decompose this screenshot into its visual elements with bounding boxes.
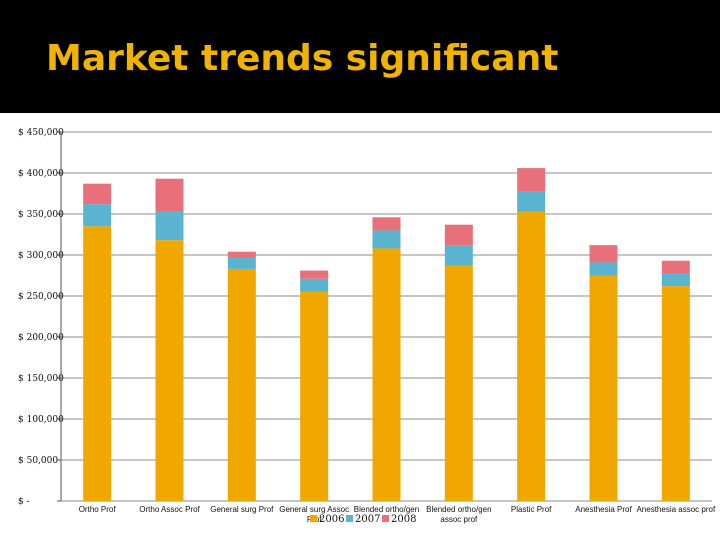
bar-segment-2006 — [227, 268, 256, 501]
bar-segment-2008 — [589, 245, 618, 263]
y-tick-label: $ - — [18, 497, 30, 507]
y-tick-label: $ 200,000 — [18, 333, 64, 343]
x-category-label: General surg Prof — [210, 505, 274, 514]
bar-segment-2007 — [155, 211, 184, 241]
bar-segment-2007 — [444, 245, 473, 266]
bar-segment-2007 — [227, 257, 256, 269]
bar-segment-2006 — [589, 275, 618, 501]
x-category-label: General surg Assoc — [279, 505, 349, 514]
bars — [83, 168, 690, 502]
bar-segment-2008 — [227, 251, 256, 258]
x-category-label: Ortho Assoc Prof — [139, 505, 200, 514]
bar-segment-2008 — [300, 270, 329, 279]
x-category-label: Blended ortho/gen — [354, 505, 419, 514]
bar-segment-2006 — [372, 248, 401, 501]
legend-label: 2006 — [319, 514, 344, 525]
y-tick-label: $ 50,000 — [18, 456, 58, 466]
bar-segment-2008 — [372, 217, 401, 231]
bar-segment-2006 — [155, 240, 184, 501]
legend: 2006 2007 2008 — [310, 514, 416, 525]
x-axis-labels: Ortho Prof Ortho Assoc Prof General surg P… — [79, 505, 716, 524]
y-tick-label: $ 450,000 — [18, 128, 64, 138]
x-category-label: assoc prof — [440, 515, 478, 524]
bar-segment-2006 — [444, 265, 473, 501]
bar-segment-2006 — [661, 286, 690, 501]
legend-swatch-2006 — [310, 515, 317, 522]
y-tick-label: $ 300,000 — [18, 251, 64, 261]
y-tick-label: $ 400,000 — [18, 169, 64, 179]
legend-swatch-2008 — [382, 515, 389, 522]
bar-segment-2006 — [300, 291, 329, 501]
x-category-label: Anesthesia assoc prof — [636, 505, 715, 514]
bar-segment-2008 — [155, 178, 184, 212]
bar-segment-2007 — [661, 273, 690, 287]
bar-segment-2006 — [83, 226, 112, 502]
y-tick-label: $ 350,000 — [18, 210, 64, 220]
x-category-label: Plastic Prof — [511, 505, 552, 514]
legend-label: 2007 — [355, 514, 380, 525]
title-band — [0, 0, 720, 113]
x-category-label: Blended ortho/gen — [426, 505, 491, 514]
bar-segment-2007 — [589, 262, 618, 276]
bar-segment-2008 — [444, 224, 473, 246]
bar-segment-2007 — [83, 204, 112, 227]
bar-segment-2007 — [372, 230, 401, 249]
bar-segment-2006 — [517, 211, 546, 501]
bar-segment-2008 — [661, 260, 690, 274]
y-tick-label: $ 100,000 — [18, 415, 64, 425]
stacked-bar-chart: $ - $ 50,000 $ 100,000 $ 150,000 $ 200,000 $ … — [18, 128, 716, 525]
bar-segment-2007 — [300, 278, 329, 292]
legend-label: 2008 — [391, 514, 416, 525]
y-tick-label: $ 250,000 — [18, 292, 64, 302]
slide-title: Market trends significant — [46, 38, 559, 79]
bar-segment-2008 — [517, 168, 546, 192]
bar-segment-2008 — [83, 183, 112, 205]
bar-segment-2007 — [517, 191, 546, 212]
y-axis: $ - $ 50,000 $ 100,000 $ 150,000 $ 200,000 $ … — [18, 128, 64, 507]
x-category-label: Ortho Prof — [79, 505, 117, 514]
x-category-label: Anesthesia Prof — [575, 505, 632, 514]
legend-swatch-2007 — [346, 515, 353, 522]
y-tick-label: $ 150,000 — [18, 374, 64, 384]
